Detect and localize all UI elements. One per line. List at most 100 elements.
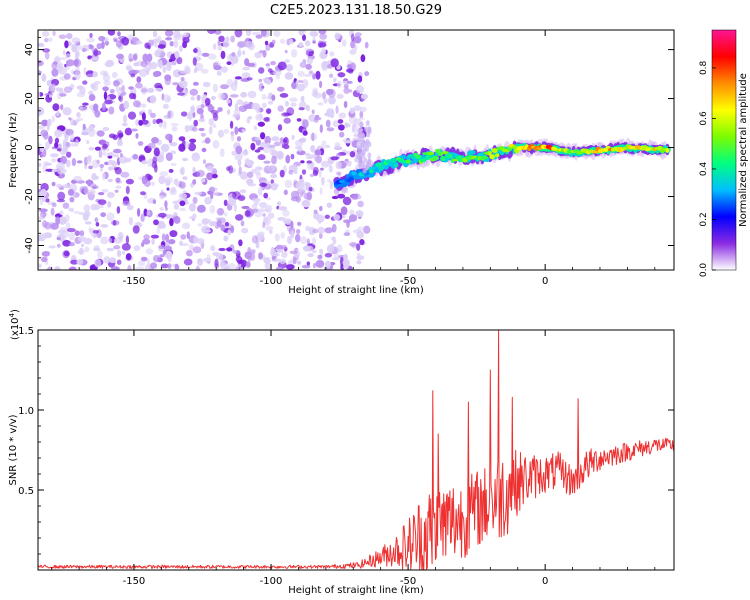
noise-blob: [74, 119, 80, 124]
noise-blob: [52, 61, 58, 65]
noise-blob: [338, 124, 345, 131]
noise-blob: [210, 191, 214, 200]
noise-blob: [241, 205, 250, 210]
noise-blob: [51, 181, 56, 187]
noise-blob: [340, 206, 348, 216]
noise-blob: [192, 179, 197, 185]
colorbar-tick-label: 0.8: [699, 60, 709, 75]
noise-blob: [277, 61, 287, 71]
noise-blob: [38, 91, 41, 97]
signal-cell: [353, 174, 360, 180]
noise-blob: [180, 234, 187, 240]
noise-blob: [352, 123, 357, 128]
noise-blob: [202, 95, 207, 100]
signal-cell: [665, 148, 670, 153]
noise-blob: [189, 138, 197, 143]
noise-blob: [349, 242, 358, 247]
noise-blob: [92, 185, 99, 190]
noise-blob: [244, 210, 251, 218]
noise-blob: [327, 88, 336, 98]
noise-blob: [193, 48, 198, 54]
noise-blob: [130, 40, 134, 45]
noise-blob: [147, 142, 156, 149]
noise-blob: [115, 185, 122, 189]
noise-blob: [338, 112, 347, 119]
noise-blob: [244, 158, 250, 165]
noise-blob: [170, 122, 179, 127]
noise-blob: [294, 139, 304, 147]
noise-blob: [267, 165, 276, 173]
y-tick-label: 0.5: [18, 486, 34, 497]
noise-blob: [251, 168, 257, 174]
noise-blob: [48, 135, 53, 145]
noise-blob: [165, 233, 170, 243]
noise-blob: [121, 243, 131, 251]
noise-blob: [178, 80, 188, 88]
noise-blob: [357, 146, 362, 152]
noise-blob: [218, 35, 225, 42]
noise-blob: [69, 133, 75, 141]
noise-blob: [38, 107, 45, 116]
noise-blob: [146, 53, 153, 62]
noise-blob: [301, 265, 311, 269]
noise-blob: [141, 242, 145, 248]
noise-blob: [77, 236, 87, 243]
noise-blob: [284, 72, 294, 80]
noise-blob: [213, 43, 217, 50]
noise-blob: [209, 186, 215, 195]
noise-blob: [71, 158, 77, 167]
noise-blob: [206, 172, 214, 181]
noise-blob: [359, 121, 364, 128]
noise-blob: [107, 155, 113, 159]
noise-blob: [234, 30, 243, 38]
noise-blob: [231, 150, 237, 156]
noise-blob: [247, 90, 257, 99]
noise-blob: [329, 51, 335, 57]
signal-cell: [442, 151, 449, 155]
noise-blob: [276, 201, 282, 206]
noise-blob: [257, 231, 265, 237]
colorbar-gradient: [712, 30, 736, 270]
noise-blob: [171, 263, 175, 267]
noise-blob: [42, 48, 51, 53]
noise-blob: [163, 94, 171, 103]
noise-blob: [261, 93, 267, 100]
noise-blob: [349, 151, 356, 158]
noise-blob: [318, 42, 327, 48]
signal-cell: [427, 151, 434, 156]
noise-blob: [284, 49, 288, 54]
noise-blob: [70, 259, 79, 265]
noise-blob: [270, 179, 275, 185]
noise-blob: [243, 104, 253, 109]
x-tick-label: -150: [123, 576, 146, 587]
noise-blob: [250, 142, 256, 151]
noise-blob: [296, 118, 302, 122]
noise-blob: [251, 102, 260, 110]
noise-blob: [284, 179, 293, 189]
noise-blob: [150, 234, 159, 239]
noise-blob: [295, 181, 304, 190]
noise-blob: [217, 107, 223, 112]
noise-blob: [69, 207, 75, 213]
noise-blob: [226, 109, 231, 115]
noise-blob: [311, 109, 315, 115]
noise-blob: [193, 119, 198, 127]
noise-blob: [308, 187, 313, 192]
noise-blob: [263, 257, 271, 264]
noise-blob: [149, 262, 158, 269]
signal-cell: [400, 154, 406, 160]
noise-blob: [60, 104, 64, 111]
noise-blob: [102, 143, 108, 149]
noise-blob: [278, 206, 288, 211]
noise-blob: [265, 108, 272, 114]
noise-blob: [258, 82, 264, 92]
noise-blob: [129, 58, 134, 62]
snr-y-ticks: 0.5 1.0 1.5: [18, 326, 674, 555]
noise-blob: [52, 103, 60, 111]
noise-blob: [181, 139, 186, 149]
noise-blob: [311, 132, 315, 142]
noise-blob: [170, 186, 177, 193]
noise-blob: [172, 82, 180, 86]
noise-blob: [192, 167, 196, 174]
noise-blob: [298, 107, 305, 111]
